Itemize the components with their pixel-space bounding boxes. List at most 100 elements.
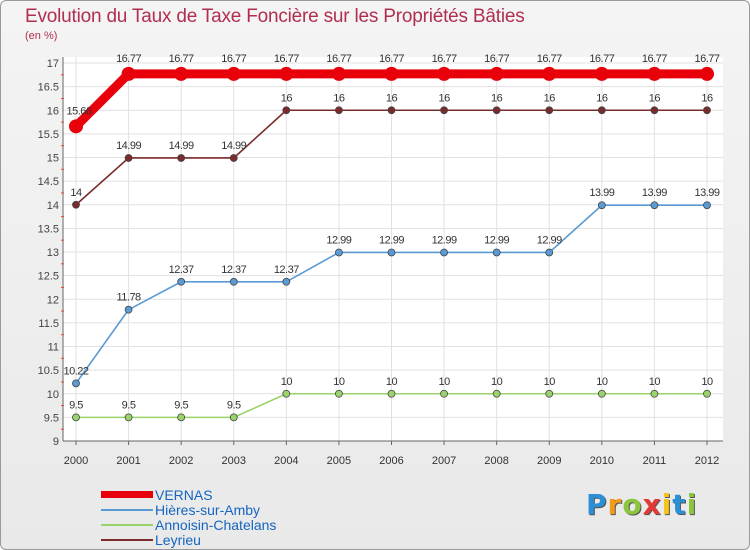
data-point-annoisin-chatelans: [282, 389, 291, 398]
data-label-annoisin-chatelans: 10: [281, 376, 293, 388]
data-point-hi-res-sur-amby: [597, 201, 606, 210]
y-tick-label: 15.5: [38, 129, 59, 141]
data-label-vernas: 16.77: [379, 53, 404, 65]
data-label-annoisin-chatelans: 10: [701, 376, 713, 388]
legend-swatch-vernas: [101, 491, 153, 498]
data-label-annoisin-chatelans: 10: [386, 376, 398, 388]
data-point-leyrieu: [72, 200, 80, 209]
data-point-hi-res-sur-amby: [72, 379, 80, 388]
y-tick-label: 12: [47, 294, 59, 306]
logo-letter: o: [622, 488, 643, 521]
y-tick-label: 9.5: [44, 412, 59, 424]
data-point-annoisin-chatelans: [597, 389, 606, 398]
data-label-leyrieu: 16: [281, 92, 293, 104]
legend-label-vernas: VERNAS: [155, 486, 213, 503]
data-label-leyrieu: 16: [491, 92, 503, 104]
legend-item-hieres-sur-amby: Hières-sur-Amby: [101, 501, 276, 518]
logo-letter: i: [686, 488, 698, 521]
data-point-annoisin-chatelans: [492, 389, 501, 398]
data-label-hi-res-sur-amby: 13.99: [589, 187, 614, 199]
data-label-hi-res-sur-amby: 13.99: [642, 187, 667, 199]
data-point-leyrieu: [229, 154, 238, 162]
series-layer: [69, 66, 714, 422]
data-label-leyrieu: 16: [701, 92, 713, 104]
data-point-hi-res-sur-amby: [124, 305, 133, 314]
data-point-annoisin-chatelans: [72, 413, 80, 422]
data-label-leyrieu: 14.99: [169, 140, 194, 152]
data-label-annoisin-chatelans: 10: [596, 376, 608, 388]
data-label-leyrieu: 16: [386, 92, 398, 104]
proxiti-logo: Proxiti: [586, 488, 697, 521]
y-tick-label: 17: [47, 58, 59, 70]
data-label-annoisin-chatelans: 10: [491, 376, 503, 388]
data-point-hi-res-sur-amby: [492, 248, 501, 257]
data-point-vernas: [69, 119, 83, 134]
data-label-annoisin-chatelans: 9.5: [174, 399, 188, 411]
logo-letter: x: [642, 488, 662, 521]
x-tick-label: 2012: [695, 455, 719, 467]
data-label-hi-res-sur-amby: 12.99: [326, 234, 351, 246]
data-point-annoisin-chatelans: [650, 389, 659, 398]
data-point-vernas: [700, 66, 714, 81]
x-tick-label: 2005: [327, 455, 351, 467]
data-point-leyrieu: [177, 154, 186, 162]
logo-letter: i: [661, 488, 673, 521]
data-label-hi-res-sur-amby: 12.99: [379, 234, 404, 246]
data-label-vernas: 16.77: [274, 53, 299, 65]
data-point-leyrieu: [597, 106, 606, 115]
legend-swatch-annoisin-chatelans: [101, 523, 153, 526]
data-label-hi-res-sur-amby: 13.99: [694, 187, 719, 199]
x-tick-label: 2008: [484, 455, 508, 467]
y-tick-label: 11.5: [38, 318, 59, 330]
y-tick-label: 10: [47, 389, 59, 401]
legend-item-vernas: VERNAS: [101, 486, 276, 503]
data-point-leyrieu: [124, 154, 133, 162]
data-label-hi-res-sur-amby: 12.37: [221, 264, 246, 276]
data-label-layer: 9.5 9.5 9.5 9.5 10 10 10 10 10 10 10 10 10 10.22 11.78…: [63, 53, 720, 412]
x-tick-label: 2007: [432, 455, 456, 467]
data-point-leyrieu: [545, 106, 554, 115]
x-tick-label: 2000: [64, 455, 88, 467]
data-point-hi-res-sur-amby: [282, 277, 291, 286]
legend-swatch-hieres-sur-amby: [101, 508, 153, 511]
legend-swatch-leyrieu: [101, 538, 153, 541]
data-point-leyrieu: [492, 106, 501, 115]
data-label-vernas: 16.77: [589, 53, 614, 65]
legend-label-hieres-sur-amby: Hières-sur-Amby: [155, 501, 261, 518]
data-point-annoisin-chatelans: [229, 413, 238, 422]
data-point-vernas: [174, 66, 189, 81]
logo-letter: P: [586, 488, 608, 521]
data-label-vernas: 16.77: [642, 53, 667, 65]
data-point-hi-res-sur-amby: [650, 201, 659, 210]
grid-layer: [63, 57, 723, 442]
data-label-vernas: 16.77: [326, 53, 351, 65]
data-label-vernas: 16.77: [169, 53, 194, 65]
data-point-annoisin-chatelans: [703, 389, 711, 398]
legend-item-annoisin-chatelans: Annoisin-Chatelans: [101, 516, 277, 533]
data-point-annoisin-chatelans: [387, 389, 396, 398]
data-label-vernas: 16.77: [432, 53, 457, 65]
axis-layer: 9 9.5 10 10.5 11 11.5 12 12.5 13 13.5 14 14.5 15 15.5…: [38, 57, 723, 467]
data-point-leyrieu: [335, 106, 343, 115]
x-tick-label: 2002: [169, 455, 193, 467]
chart-title: Evolution du Taux de Taxe Foncière sur l…: [25, 6, 525, 27]
data-label-annoisin-chatelans: 10: [649, 376, 661, 388]
x-tick-label: 2004: [274, 455, 298, 467]
x-tick-label: 2010: [590, 455, 614, 467]
logo-letter: t: [672, 488, 687, 521]
data-point-leyrieu: [440, 106, 448, 115]
data-point-vernas: [647, 66, 662, 81]
data-label-hi-res-sur-amby: 12.99: [484, 234, 509, 246]
data-point-annoisin-chatelans: [545, 389, 554, 398]
y-tick-label: 9: [53, 436, 59, 448]
data-label-vernas: 16.77: [116, 53, 141, 65]
data-point-vernas: [331, 66, 346, 81]
data-label-leyrieu: 14.99: [116, 140, 141, 152]
legend-label-annoisin-chatelans: Annoisin-Chatelans: [155, 516, 277, 533]
data-label-leyrieu: 16: [333, 92, 345, 104]
data-point-hi-res-sur-amby: [335, 248, 343, 257]
x-tick-label: 2003: [222, 455, 246, 467]
x-tick-label: 2011: [643, 455, 667, 467]
